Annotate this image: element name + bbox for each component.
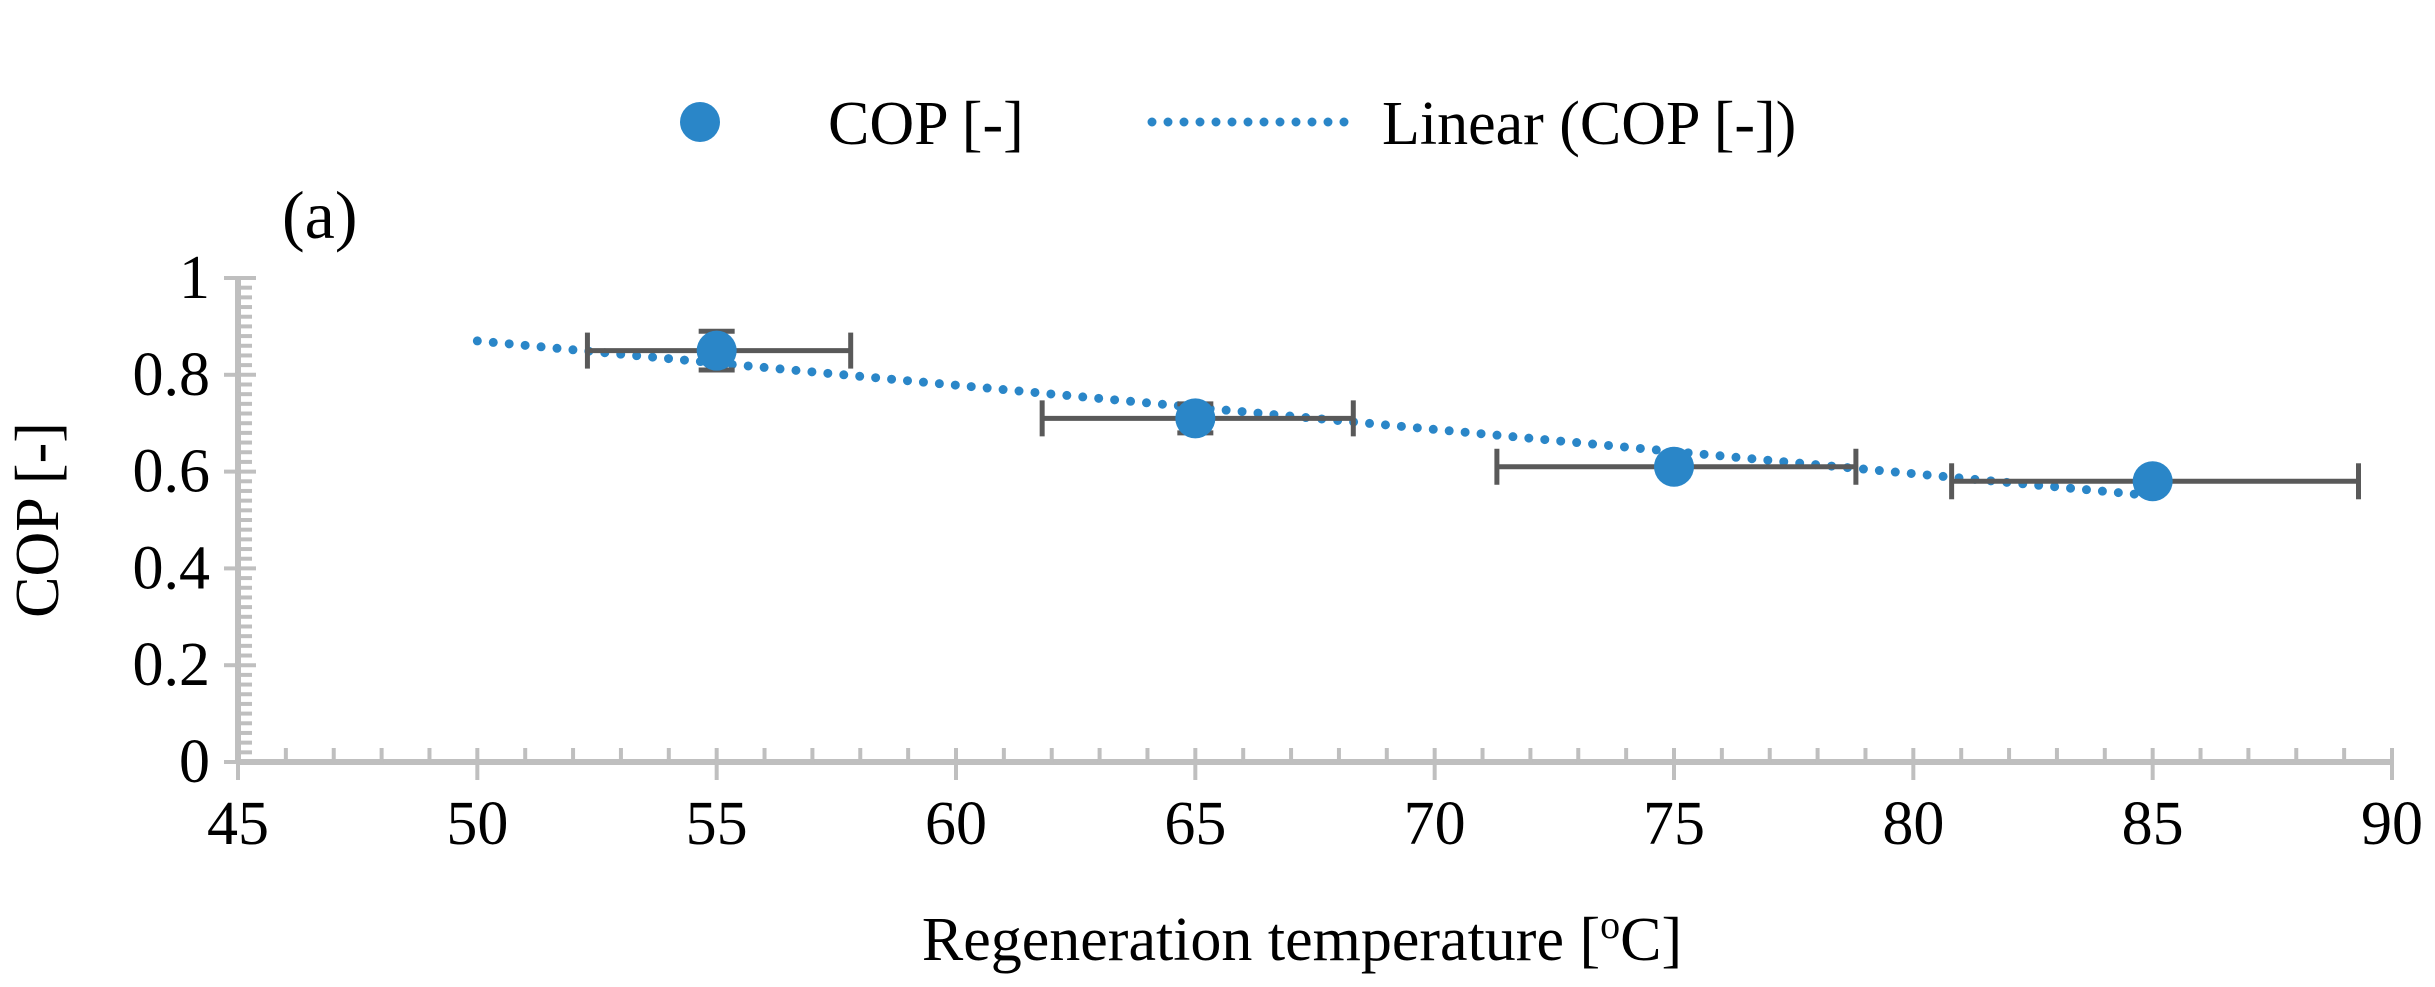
x-axis-title-suffix: C] [1620, 906, 1682, 974]
y-tick-label: 0.2 [133, 631, 211, 699]
y-tick-label: 0 [179, 728, 210, 796]
y-tick-label: 0.6 [133, 438, 211, 506]
x-axis-title-superscript: o [1600, 902, 1620, 947]
legend: COP [-] Linear (COP [-]) [680, 90, 1796, 158]
legend-label-trendline: Linear (COP [-]) [1382, 90, 1796, 158]
x-tick-label: 85 [2122, 790, 2184, 858]
x-tick-label: 45 [207, 790, 269, 858]
data-point [696, 330, 737, 371]
axes [224, 276, 2394, 780]
tick-label-layer: 0 0.2 0.4 0.6 0.8 1 45 50 55 60 65 70 75 80 85 90 [133, 244, 2424, 858]
x-axis-title: Regeneration temperature [oC] [922, 902, 1682, 974]
x-tick-label: 50 [446, 790, 508, 858]
data-point [1175, 398, 1216, 439]
legend-marker-cop [680, 102, 720, 142]
x-tick-label: 75 [1643, 790, 1705, 858]
x-tick-label: 70 [1404, 790, 1466, 858]
y-tick-label: 1 [179, 244, 210, 312]
x-tick-label: 80 [1882, 790, 1944, 858]
x-axis-title-main: Regeneration temperature [ [922, 906, 1600, 974]
y-tick-label: 0.4 [133, 534, 211, 602]
y-axis-title: COP [-] [4, 422, 72, 618]
data-point [2132, 461, 2173, 502]
x-tick-label: 90 [2361, 790, 2423, 858]
panel-label: (a) [282, 177, 357, 253]
x-tick-label: 65 [1164, 790, 1226, 858]
errorbar-layer [584, 328, 2361, 500]
data-point [1654, 446, 1694, 487]
x-tick-label: 55 [686, 790, 748, 858]
legend-label-cop: COP [-] [828, 90, 1024, 158]
point-layer [696, 330, 2173, 502]
x-tick-label: 60 [925, 790, 987, 858]
y-tick-label: 0.8 [133, 341, 211, 409]
